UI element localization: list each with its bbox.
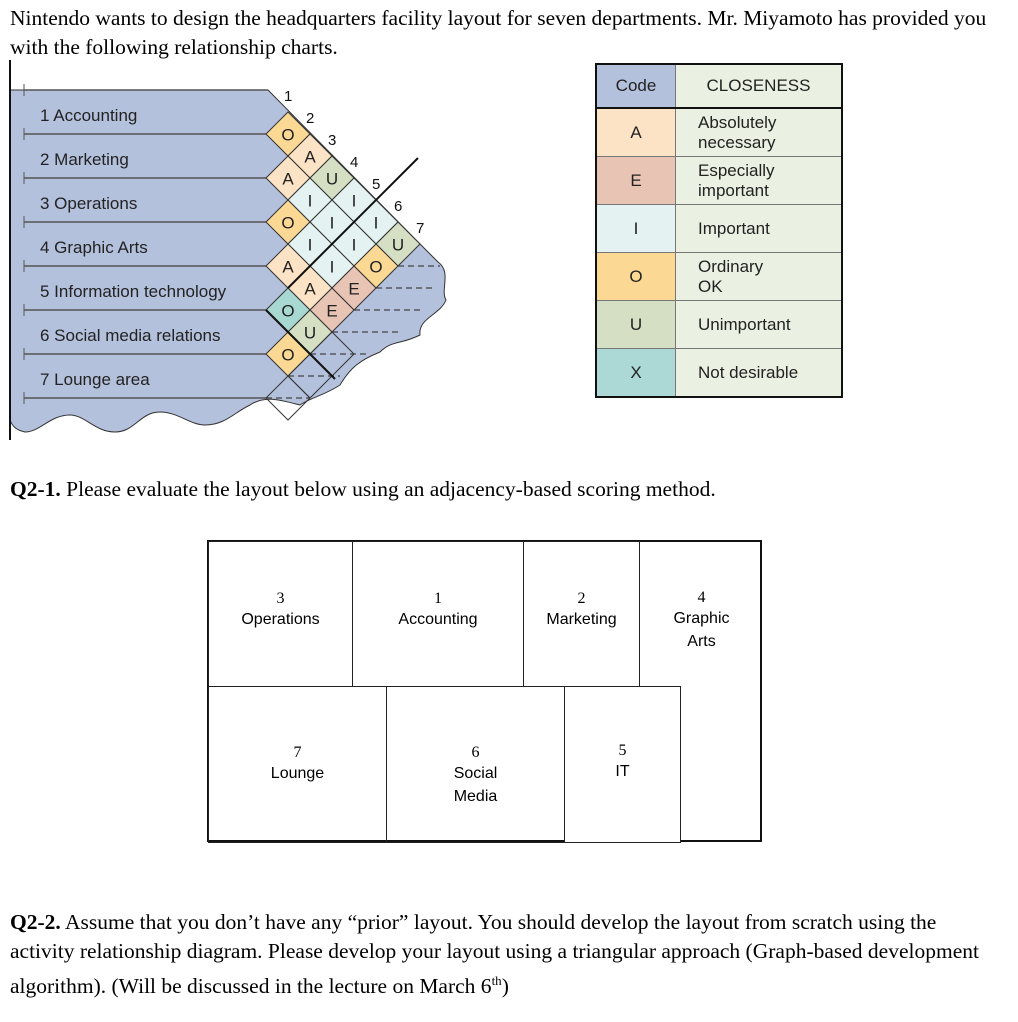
question-2-2: Q2-2. Assume that you don’t have any “pr… <box>10 908 1000 1001</box>
cell-name: Accounting <box>398 611 478 628</box>
q22-label: Q2-2. <box>10 910 61 934</box>
relationship-code: I <box>352 236 357 255</box>
legend-code: O <box>595 252 676 301</box>
legend-code: X <box>595 348 676 398</box>
column-number: 2 <box>306 110 314 127</box>
legend-description: Not desirable <box>675 348 843 398</box>
relationship-code: I <box>330 214 335 233</box>
cell-name: Marketing <box>546 611 617 628</box>
cell-name: Social Media <box>453 765 498 805</box>
layout-cell-operations: 3 Operations <box>208 541 353 687</box>
legend-code: A <box>595 107 676 157</box>
cell-name: Graphic Arts <box>673 610 730 650</box>
cell-number: 6 <box>471 744 480 761</box>
column-number: 7 <box>416 220 424 237</box>
relationship-code: I <box>308 192 313 211</box>
relationship-code: A <box>304 148 316 167</box>
legend-code: E <box>595 156 676 205</box>
relationship-code: O <box>281 346 294 365</box>
legend-code: I <box>595 204 676 253</box>
relationship-code: I <box>330 258 335 277</box>
layout-plan: 3 Operations 1 Accounting 2 Marketing 4 Grap… <box>207 540 762 843</box>
column-number: 3 <box>328 132 336 149</box>
relationship-code: O <box>369 258 382 277</box>
legend-description: Especially important <box>675 156 843 205</box>
legend-description: Ordinary OK <box>675 252 843 301</box>
q21-text: Please evaluate the layout below using a… <box>60 477 716 501</box>
legend-header-code: Code <box>595 63 676 109</box>
relationship-code: A <box>282 170 294 189</box>
layout-cell-it: 5 IT <box>564 686 681 843</box>
department-label: 3 Operations <box>40 194 137 213</box>
column-number: 6 <box>394 198 402 215</box>
legend-row-X: X Not desirable <box>595 348 843 398</box>
legend-header-closeness: CLOSENESS <box>675 63 843 109</box>
closeness-legend: Code CLOSENESS A Absolutely necessary E Esp… <box>595 63 843 398</box>
cell-number: 7 <box>293 744 302 761</box>
cell-number: 1 <box>434 590 442 607</box>
department-label: 2 Marketing <box>40 150 129 169</box>
cell-number: 2 <box>577 590 586 607</box>
cell-name: Lounge <box>270 765 325 782</box>
relationship-code: I <box>374 214 379 233</box>
relationship-code: U <box>326 170 338 189</box>
legend-row-O: O Ordinary OK <box>595 252 843 301</box>
column-number: 4 <box>350 154 358 171</box>
department-label: 1 Accounting <box>40 106 137 125</box>
q22-superscript: th <box>491 973 502 988</box>
legend-description: Unimportant <box>675 300 843 349</box>
relationship-code: I <box>308 236 313 255</box>
relationship-code: E <box>326 302 337 321</box>
legend-row-I: I Important <box>595 204 843 253</box>
q22-text: Assume that you don’t have any “prior” l… <box>10 910 979 999</box>
q21-label: Q2-1. <box>10 477 61 501</box>
department-label: 7 Lounge area <box>40 370 150 389</box>
q22-tail: ) <box>501 974 509 999</box>
relationship-code: O <box>281 214 294 233</box>
layout-cell-accounting: 1 Accounting <box>352 541 524 687</box>
legend-row-A: A Absolutely necessary <box>595 107 843 157</box>
relationship-code: A <box>304 280 316 299</box>
department-label: 4 Graphic Arts <box>40 238 148 257</box>
column-number: 5 <box>372 176 380 193</box>
relationship-code: O <box>281 126 294 145</box>
legend-description: Absolutely necessary <box>675 107 843 157</box>
cell-number: 3 <box>276 590 285 607</box>
department-label: 5 Information technology <box>40 282 227 301</box>
layout-cell-marketing: 2 Marketing <box>523 541 640 687</box>
layout-cell-social-media: 6 Social Media <box>386 686 565 843</box>
department-label: 6 Social media relations <box>40 326 220 345</box>
relationship-code: O <box>281 302 294 321</box>
intro-paragraph: Nintendo wants to design the headquarter… <box>10 6 987 59</box>
cell-name: Operations <box>241 611 320 628</box>
legend-row-E: E Especially important <box>595 156 843 205</box>
cell-name: IT <box>615 763 630 780</box>
relationship-code: U <box>304 324 316 343</box>
legend-code: U <box>595 300 676 349</box>
relationship-code: A <box>282 258 294 277</box>
relationship-code: I <box>352 192 357 211</box>
relationship-code: E <box>348 280 359 299</box>
relationship-code: U <box>392 236 404 255</box>
layout-cell-lounge: 7 Lounge <box>208 686 387 843</box>
cell-number: 4 <box>697 589 706 606</box>
legend-row-U: U Unimportant <box>595 300 843 349</box>
question-2-1: Q2-1. Please evaluate the layout below u… <box>10 475 716 504</box>
cell-number: 5 <box>618 742 627 759</box>
legend-description: Important <box>675 204 843 253</box>
column-number: 1 <box>284 88 292 105</box>
